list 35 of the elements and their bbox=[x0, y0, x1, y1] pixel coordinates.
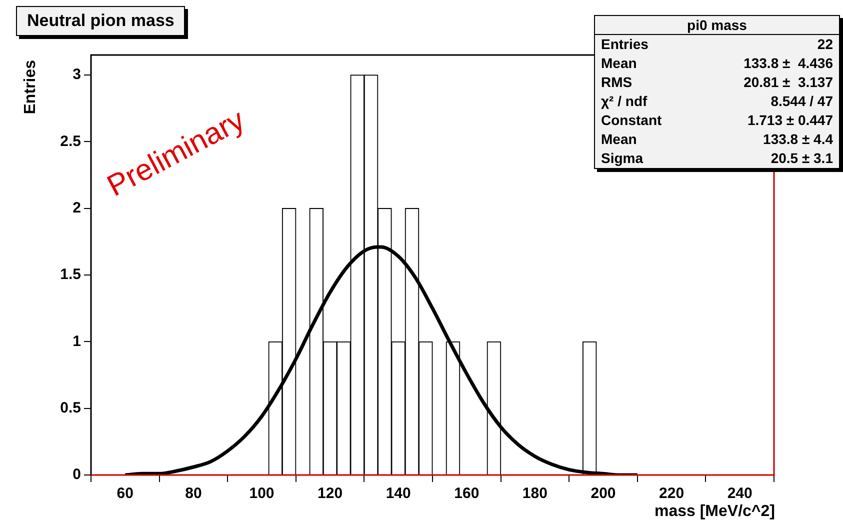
y-axis-title: Entries bbox=[22, 60, 40, 114]
text: Entries bbox=[601, 35, 648, 54]
x-tick-label: 140 bbox=[386, 485, 411, 502]
y-tick-label: 0.5 bbox=[60, 399, 81, 416]
x-tick-label: 240 bbox=[727, 485, 752, 502]
annotation: 8.544 / 47 bbox=[770, 92, 833, 111]
x-tick-label: 200 bbox=[590, 485, 616, 502]
annotation: Constant bbox=[601, 111, 662, 130]
x-tick-label: 160 bbox=[454, 485, 480, 502]
y-tick-label: 2 bbox=[72, 199, 81, 216]
annotation: 20.5 ± 3.1 bbox=[770, 149, 833, 168]
annotation: Mean bbox=[601, 54, 637, 73]
text: 22 bbox=[817, 35, 833, 54]
annotation: 133.8 ± 4.4 bbox=[763, 130, 833, 149]
y-tick-label: 1.5 bbox=[60, 266, 81, 284]
y-tick-label: 0 bbox=[72, 466, 81, 484]
y-tick-label: 3 bbox=[72, 66, 81, 84]
annotation: 20.81 ± 3.137 bbox=[744, 73, 833, 92]
annotation: 1.713 ± 0.447 bbox=[747, 111, 833, 130]
x-axis-title: mass [MeV/c^2] bbox=[654, 503, 775, 521]
chart-title: Neutral pion mass bbox=[16, 6, 186, 36]
annotation: 133.8 ± 4.436 bbox=[744, 54, 833, 73]
x-tick-label: 180 bbox=[522, 485, 548, 502]
x-tick-label: 60 bbox=[116, 485, 134, 502]
annotation: RMS bbox=[601, 73, 632, 92]
annotation: Mean bbox=[601, 130, 637, 149]
x-tick-label: 220 bbox=[659, 485, 684, 502]
x-tick-label: 80 bbox=[185, 485, 202, 502]
text: pi0 mass bbox=[595, 16, 839, 35]
y-tick-label: 2.5 bbox=[60, 132, 81, 150]
y-tick-label: 1 bbox=[72, 332, 81, 350]
annotation: χ² / ndf bbox=[601, 92, 648, 111]
x-tick-label: 100 bbox=[249, 485, 274, 502]
x-tick-label: 120 bbox=[318, 485, 343, 502]
annotation: Sigma bbox=[601, 149, 644, 168]
